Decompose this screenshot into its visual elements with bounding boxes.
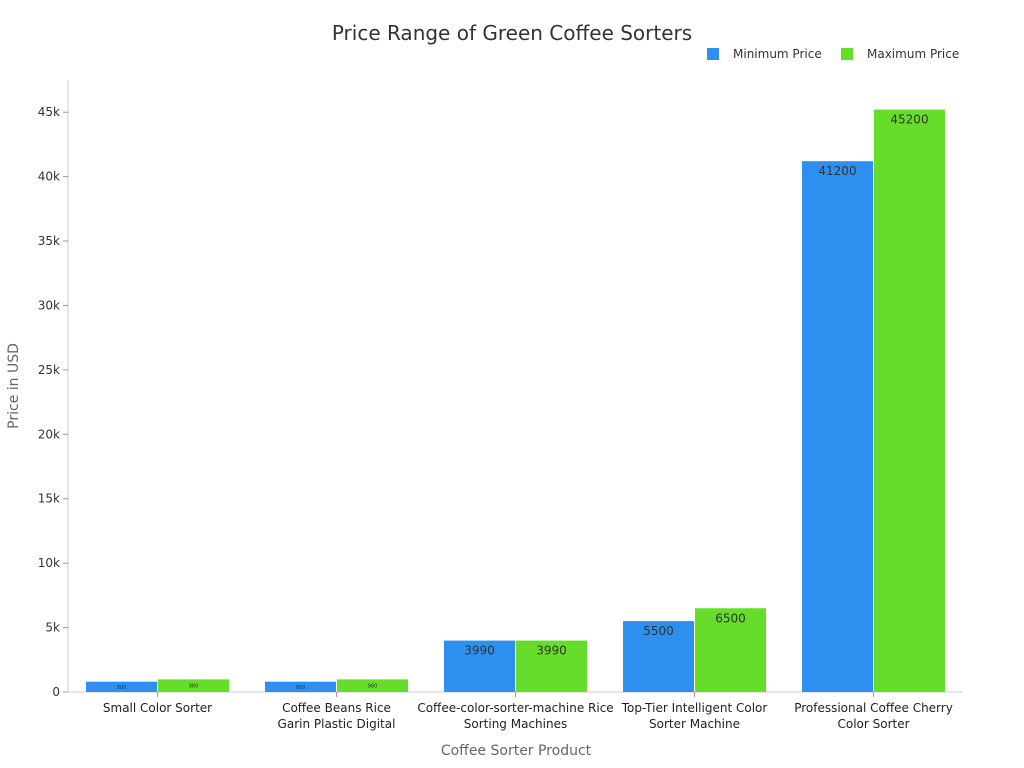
bar-minimum-price-0 [86, 681, 157, 692]
y-tick-label: 35k [38, 234, 60, 248]
bar-maximum-price-4 [874, 109, 945, 693]
x-tick-label: Color Sorter [837, 717, 909, 731]
x-tick-label: Sorter Machine [649, 717, 740, 731]
legend-label-minimum-price: Minimum Price [733, 47, 822, 61]
data-label-maximum-price-0: 980 [189, 684, 199, 690]
data-label-maximum-price-4: 45200 [890, 113, 928, 127]
y-tick-label: 45k [38, 105, 60, 119]
bar-minimum-price-2 [444, 640, 515, 692]
data-label-minimum-price-0: 800 [117, 685, 127, 691]
x-tick-label: Garin Plastic Digital [278, 717, 396, 731]
bar-maximum-price-3 [695, 608, 766, 692]
bar-minimum-price-1 [265, 681, 336, 692]
data-label-maximum-price-2: 3990 [536, 644, 567, 658]
x-axis-ticks: Small Color Sorter Coffee Beans Rice Garin… [103, 692, 953, 731]
y-tick-label: 10k [38, 556, 60, 570]
data-label-minimum-price-2: 3990 [464, 644, 495, 658]
y-tick-label: 0 [52, 685, 60, 699]
x-tick-label: Coffee Beans Rice [282, 701, 391, 715]
y-tick-label: 15k [38, 492, 60, 506]
legend: Minimum Price Maximum Price [707, 47, 959, 61]
y-axis-title: Price in USD [6, 343, 22, 429]
x-tick-label: Small Color Sorter [103, 701, 212, 715]
data-label-maximum-price-1: 980 [368, 684, 378, 690]
y-tick-label: 40k [38, 170, 60, 184]
bar-maximum-price-1 [337, 679, 408, 692]
bar-maximum-price-2 [516, 640, 587, 692]
bar-minimum-price-3 [623, 621, 694, 692]
data-labels: 800 980 800 980 3990 3990 5500 6500 41200 45200 [117, 113, 929, 691]
data-label-minimum-price-4: 41200 [818, 164, 856, 178]
y-tick-label: 20k [38, 427, 60, 441]
legend-swatch-maximum-price [841, 48, 853, 60]
x-tick-label: Professional Coffee Cherry [794, 701, 953, 715]
x-tick-label: Coffee-color-sorter-machine Rice [417, 701, 613, 715]
bar-minimum-price-4 [802, 161, 873, 692]
y-tick-label: 5k [45, 621, 60, 635]
data-label-minimum-price-1: 800 [296, 685, 306, 691]
legend-label-maximum-price: Maximum Price [867, 47, 959, 61]
chart-title: Price Range of Green Coffee Sorters [332, 21, 692, 45]
y-axis-ticks: 0 5k 10k 15k 20k 25k 30k 35k 40k 45k [38, 105, 68, 699]
y-tick-label: 25k [38, 363, 60, 377]
data-label-minimum-price-3: 5500 [643, 624, 674, 638]
x-tick-label: Top-Tier Intelligent Color [621, 701, 768, 715]
y-tick-label: 30k [38, 298, 60, 312]
bars [86, 109, 945, 693]
x-tick-label: Sorting Machines [464, 717, 567, 731]
x-axis-title: Coffee Sorter Product [441, 743, 592, 759]
legend-swatch-minimum-price [707, 48, 719, 60]
data-label-maximum-price-3: 6500 [715, 611, 746, 625]
bar-maximum-price-0 [158, 679, 229, 692]
